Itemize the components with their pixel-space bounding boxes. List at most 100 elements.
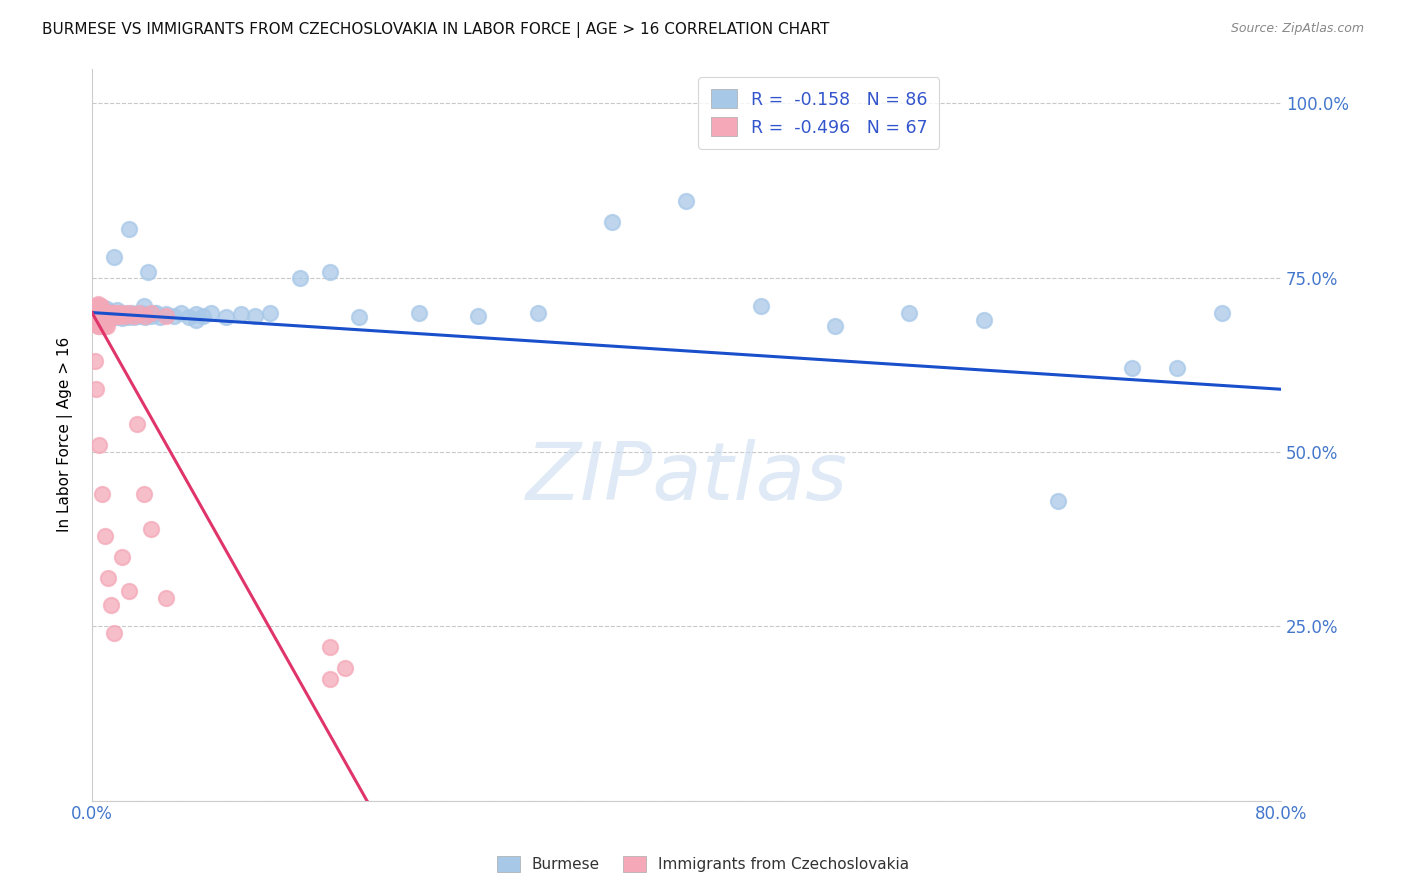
Point: [103, 309, 125, 323]
Point: [97, 305, 120, 319]
Point: [111, 305, 134, 319]
Point: [675, 194, 697, 208]
Point: [200, 305, 222, 319]
Point: [103, 309, 125, 323]
Point: [319, 265, 342, 279]
Point: [108, 305, 131, 319]
Point: [98, 311, 121, 326]
Point: [91, 487, 114, 501]
Point: [86, 312, 108, 326]
Point: [141, 305, 163, 319]
Point: [114, 309, 136, 323]
Point: [118, 305, 141, 319]
Point: [87, 314, 110, 328]
Point: [100, 309, 122, 323]
Point: [91, 319, 114, 334]
Point: [121, 305, 143, 319]
Point: [103, 250, 125, 264]
Point: [91, 305, 114, 319]
Point: [134, 309, 156, 323]
Point: [145, 305, 167, 319]
Point: [1047, 493, 1070, 508]
Point: [163, 309, 186, 323]
Point: [83, 301, 105, 316]
Point: [97, 309, 120, 323]
Point: [94, 319, 117, 334]
Point: [87, 309, 110, 323]
Point: [96, 319, 118, 334]
Point: [89, 307, 111, 321]
Point: [89, 305, 111, 319]
Point: [143, 305, 166, 319]
Point: [86, 305, 108, 319]
Point: [100, 599, 122, 613]
Point: [89, 438, 111, 452]
Point: [83, 354, 105, 368]
Point: [97, 305, 120, 319]
Point: [90, 316, 112, 330]
Point: [1211, 305, 1233, 319]
Point: [122, 309, 145, 323]
Point: [114, 309, 136, 323]
Point: [120, 309, 142, 323]
Point: [118, 222, 141, 236]
Point: [259, 305, 281, 319]
Point: [100, 305, 122, 319]
Point: [117, 310, 139, 325]
Point: [1166, 361, 1188, 376]
Point: [1121, 361, 1143, 376]
Point: [90, 305, 112, 319]
Point: [149, 310, 172, 325]
Point: [91, 305, 114, 319]
Point: [155, 309, 177, 323]
Point: [83, 309, 105, 323]
Point: [319, 640, 342, 655]
Legend: R =  -0.158   N = 86, R =  -0.496   N = 67: R = -0.158 N = 86, R = -0.496 N = 67: [699, 78, 939, 149]
Point: [177, 310, 200, 325]
Point: [131, 305, 153, 319]
Point: [749, 299, 772, 313]
Point: [89, 311, 111, 326]
Point: [138, 265, 160, 279]
Point: [125, 417, 148, 431]
Point: [333, 661, 356, 675]
Point: [97, 309, 120, 323]
Point: [94, 304, 117, 318]
Point: [408, 305, 430, 319]
Point: [96, 305, 118, 319]
Point: [87, 305, 110, 319]
Point: [115, 305, 138, 319]
Point: [184, 307, 207, 321]
Point: [122, 310, 145, 325]
Point: [91, 310, 114, 325]
Point: [94, 305, 117, 319]
Point: [170, 305, 193, 319]
Point: [141, 522, 163, 536]
Point: [118, 584, 141, 599]
Legend: Burmese, Immigrants from Czechoslovakia: Burmese, Immigrants from Czechoslovakia: [489, 848, 917, 880]
Point: [96, 301, 118, 316]
Y-axis label: In Labor Force | Age > 16: In Labor Force | Age > 16: [58, 337, 73, 533]
Point: [87, 297, 110, 311]
Point: [600, 215, 623, 229]
Point: [349, 310, 371, 325]
Point: [319, 672, 342, 686]
Point: [128, 305, 150, 319]
Point: [107, 309, 129, 323]
Point: [93, 305, 115, 319]
Point: [155, 307, 177, 321]
Point: [90, 309, 112, 323]
Point: [89, 303, 111, 318]
Point: [104, 309, 127, 323]
Point: [89, 319, 111, 334]
Point: [100, 309, 122, 323]
Point: [128, 309, 150, 323]
Point: [111, 549, 134, 564]
Point: [132, 299, 155, 313]
Point: [467, 309, 489, 323]
Point: [90, 314, 112, 328]
Point: [86, 305, 108, 319]
Point: [118, 307, 141, 321]
Point: [105, 305, 128, 319]
Point: [93, 305, 115, 319]
